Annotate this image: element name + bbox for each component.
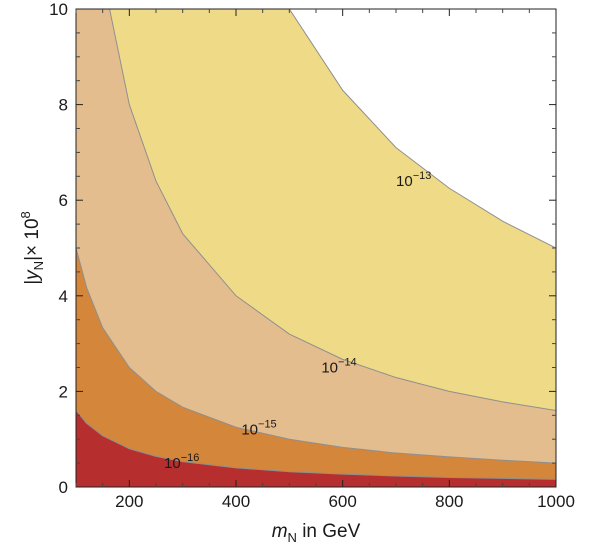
contour-label-4: 10−16 bbox=[164, 452, 199, 472]
x-tick-label: 200 bbox=[115, 492, 143, 511]
y-axis-sup: 8 bbox=[18, 211, 33, 218]
x-tick-label: 1000 bbox=[537, 492, 575, 511]
y-axis-title: |yN|× 108 bbox=[18, 211, 46, 285]
y-tick-label: 6 bbox=[59, 191, 68, 210]
y-axis-rest: |× 10 bbox=[22, 218, 43, 260]
y-axis-pre: | bbox=[22, 280, 43, 285]
x-axis-sub: N bbox=[288, 530, 297, 545]
boundary-4 bbox=[76, 410, 556, 480]
boundary-2 bbox=[109, 9, 556, 412]
contour-label-3: 10−15 bbox=[241, 418, 276, 438]
region-4 bbox=[76, 410, 556, 487]
x-axis-title: mN in GeV bbox=[272, 521, 361, 545]
region-2 bbox=[76, 9, 556, 487]
y-axis-var: y bbox=[22, 269, 43, 282]
y-axis-sub: N bbox=[31, 261, 46, 270]
x-axis-rest: in GeV bbox=[297, 521, 361, 542]
y-tick-label: 4 bbox=[59, 287, 68, 306]
y-tick-label: 0 bbox=[59, 478, 68, 497]
x-axis-var: m bbox=[272, 521, 288, 542]
boundary-1 bbox=[288, 9, 556, 249]
contour-labels: 10−13 10−14 10−15 10−16 bbox=[164, 170, 431, 472]
x-tick-label: 600 bbox=[328, 492, 356, 511]
y-tick-label: 8 bbox=[59, 96, 68, 115]
x-tick-label: 800 bbox=[435, 492, 463, 511]
y-tick-label: 2 bbox=[59, 382, 68, 401]
y-tick-label: 10 bbox=[49, 0, 68, 19]
region-3 bbox=[76, 248, 556, 487]
shaded-regions bbox=[76, 9, 556, 487]
x-tick-label: 400 bbox=[222, 492, 250, 511]
contour-label-1: 10−13 bbox=[396, 170, 431, 190]
boundary-3 bbox=[76, 247, 556, 464]
contour-label-2: 10−14 bbox=[321, 356, 356, 376]
axis-ticks: 200 400 600 800 1000 0 2 4 6 8 10 bbox=[49, 0, 575, 511]
region-boundaries bbox=[76, 9, 556, 480]
